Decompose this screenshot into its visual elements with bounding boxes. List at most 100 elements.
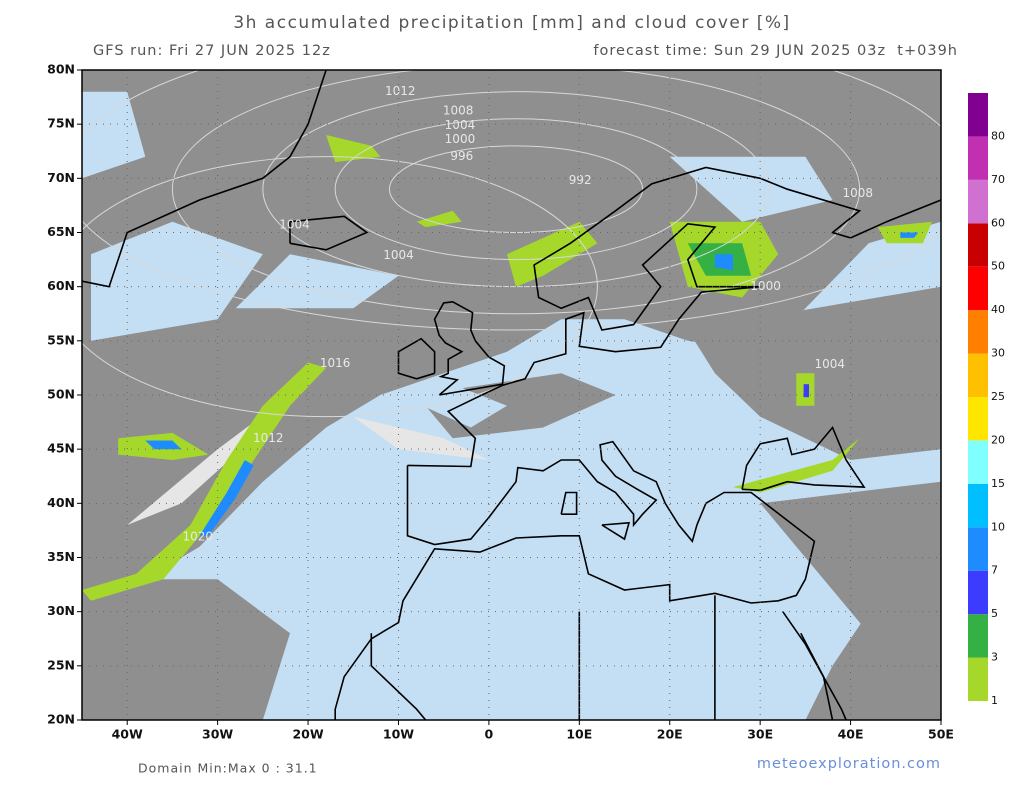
colorbar-swatch [968, 310, 988, 354]
isobar-label: 992 [569, 173, 592, 187]
y-tick-label: 20N [47, 712, 75, 727]
colorbar-swatch [968, 570, 988, 615]
x-tick-label: 20W [292, 727, 323, 742]
y-tick-label: 30N [47, 603, 75, 618]
isobar-label: 1004 [445, 118, 476, 132]
colorbar-label: 25 [991, 390, 1005, 403]
x-tick-label: 20E [657, 727, 683, 742]
colorbar-swatch [968, 136, 988, 180]
isobar [334, 118, 698, 261]
colorbar-label: 7 [991, 564, 998, 577]
cloud-cover [82, 579, 290, 720]
credit: meteoexploration.com [757, 756, 941, 772]
isobar-label: 1012 [385, 84, 416, 98]
clear-area [82, 91, 146, 179]
isobar-label: 1004 [279, 217, 310, 231]
y-tick-label: 60N [47, 278, 75, 293]
isobar-label: 1020 [182, 529, 213, 543]
x-tick-label: 40E [838, 727, 864, 742]
isobar [172, 70, 861, 315]
y-tick-label: 75N [47, 116, 75, 131]
coastline [407, 166, 941, 468]
coastline [560, 491, 578, 516]
x-tick-label: 10E [566, 727, 592, 742]
precipitation [900, 232, 919, 238]
x-tick-label: 10W [383, 727, 414, 742]
colorbar-label: 50 [991, 260, 1005, 273]
y-tick-label: 25N [47, 657, 75, 672]
precipitation [733, 438, 860, 493]
x-tick-label: 50E [928, 727, 954, 742]
thin-cloud [353, 416, 489, 460]
y-tick-label: 70N [47, 170, 75, 185]
isobar-label: 1000 [445, 132, 476, 146]
isobar-label: 1012 [253, 431, 284, 445]
colorbar-swatch [968, 223, 988, 267]
coastline [741, 425, 866, 492]
colorbar-label: 80 [991, 129, 1005, 142]
cloud-cover [805, 590, 941, 720]
forecast-label: forecast time: Sun 29 JUN 2025 03z t+039… [593, 43, 958, 59]
title: 3h accumulated precipitation [mm] and cl… [233, 13, 790, 33]
colorbar-swatch [968, 657, 988, 701]
precipitation [803, 384, 809, 398]
x-tick-label: 0 [485, 727, 494, 742]
clear-area [669, 156, 833, 222]
coastline [397, 337, 436, 380]
y-tick-label: 80N [47, 62, 75, 77]
precipitation [199, 460, 254, 536]
isobar-label: 1016 [320, 356, 351, 370]
colorbar-label: 10 [991, 520, 1005, 533]
colorbar-label: 30 [991, 347, 1005, 360]
y-tick-label: 55N [47, 332, 75, 347]
x-tick-label: 40W [112, 727, 143, 742]
colorbar-label: 40 [991, 303, 1005, 316]
isobar [82, 156, 598, 418]
y-tick-label: 50N [47, 387, 75, 402]
colorbar-swatch [968, 353, 988, 397]
colorbar-swatch [968, 266, 988, 311]
isobar [82, 70, 941, 331]
y-tick-label: 65N [47, 224, 75, 239]
coastline [82, 70, 327, 288]
precipitation [145, 440, 182, 450]
y-tick-label: 40N [47, 495, 75, 510]
colorbar-swatch [968, 440, 988, 484]
colorbar-swatch [968, 397, 988, 441]
cloud-cover [760, 481, 941, 634]
coastline [601, 521, 631, 541]
coastline [334, 440, 816, 720]
colorbar-swatch [968, 614, 988, 658]
colorbar-label: 5 [991, 607, 998, 620]
isobar-label: 1008 [443, 104, 474, 118]
domain-minmax: Domain Min:Max 0 : 31.1 [138, 761, 318, 776]
colorbar-label: 3 [991, 651, 998, 664]
x-tick-label: 30E [747, 727, 773, 742]
precipitation [416, 210, 462, 228]
coastline [289, 215, 369, 251]
isobar-label: 1000 [750, 279, 781, 293]
colorbar-label: 1 [991, 694, 998, 707]
isobar-label: 996 [450, 149, 473, 163]
colorbar-label: 20 [991, 433, 1005, 446]
map: 1012100810041000996992100410041016101210… [82, 70, 941, 720]
colorbar-swatch [968, 179, 988, 224]
x-tick-label: 30W [202, 727, 233, 742]
clear-area [235, 254, 399, 309]
isobar-label: 1004 [383, 248, 414, 262]
isobar-label: 1004 [815, 357, 846, 371]
isobar-label: 1008 [843, 186, 874, 200]
clear-area [91, 221, 263, 341]
coastline [800, 632, 834, 720]
colorbar-label: 60 [991, 216, 1005, 229]
colorbar-label: 70 [991, 173, 1005, 186]
colorbar-label: 15 [991, 477, 1005, 490]
colorbar-swatch [968, 483, 988, 528]
precipitation [714, 254, 733, 271]
precipitation [82, 362, 327, 601]
colorbar-swatch [968, 527, 988, 571]
coastline [433, 300, 506, 396]
precipitation [326, 135, 381, 163]
y-tick-label: 35N [47, 549, 75, 564]
